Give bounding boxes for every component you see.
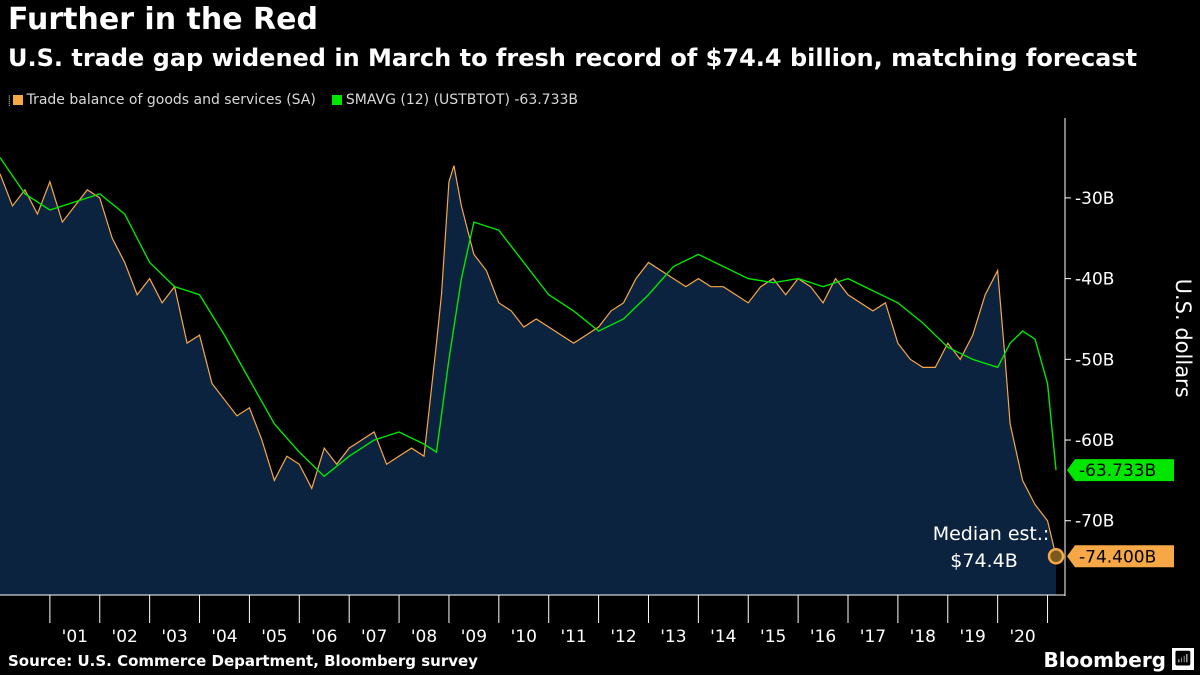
y-axis-title: U.S. dollars <box>1171 279 1195 398</box>
x-tick-label: '14 <box>710 627 736 647</box>
x-tick-label: '16 <box>810 627 836 647</box>
smavg-line <box>0 157 1057 478</box>
legend-swatch-orange <box>12 95 23 105</box>
bloomberg-terminal-icon: 📶︎ <box>1172 648 1194 670</box>
x-tick-label: '05 <box>261 627 287 647</box>
x-tick-label: '13 <box>660 627 686 647</box>
y-tick-label: -30B <box>1075 189 1114 209</box>
x-tick-label: '04 <box>211 627 237 647</box>
legend-drag-handle-icon[interactable]: ⸽ <box>8 96 11 107</box>
legend: ⸽ Trade balance of goods and services (S… <box>8 92 594 108</box>
annotation-value: $74.4B <box>950 550 1017 572</box>
x-tick-label: '03 <box>161 627 187 647</box>
y-tick-label: -70B <box>1075 512 1114 532</box>
legend-item-trade-balance[interactable]: Trade balance of goods and services (SA) <box>12 92 316 108</box>
y-tick-label: -40B <box>1075 270 1114 290</box>
trade-balance-value-label: -74.400B <box>1079 547 1156 567</box>
trade-balance-area <box>0 165 1057 595</box>
bloomberg-logo: Bloomberg <box>1043 648 1166 672</box>
trade-balance-value-tag <box>1067 545 1174 568</box>
x-tick-label: '09 <box>461 627 487 647</box>
trade-balance-line <box>0 165 1057 557</box>
legend-label-trade-balance: Trade balance of goods and services (SA) <box>26 92 316 108</box>
x-tick-label: '17 <box>860 627 886 647</box>
x-tick-label: '11 <box>560 627 586 647</box>
smavg-value-tag <box>1067 459 1174 482</box>
y-tick-label: -50B <box>1075 350 1114 370</box>
x-tick-label: '01 <box>62 627 88 647</box>
x-tick-label: '19 <box>960 627 986 647</box>
x-tick-label: '15 <box>760 627 786 647</box>
chart-title: Further in the Red <box>8 2 318 37</box>
x-tick-label: '18 <box>910 627 936 647</box>
y-tick-label: -60B <box>1075 431 1114 451</box>
legend-swatch-green <box>331 95 342 105</box>
x-tick-label: '20 <box>1009 627 1035 647</box>
x-tick-label: '12 <box>610 627 636 647</box>
source-note: Source: U.S. Commerce Department, Bloomb… <box>8 652 478 670</box>
x-tick-label: '02 <box>112 627 138 647</box>
x-tick-label: '10 <box>511 627 537 647</box>
x-tick-label: '07 <box>361 627 387 647</box>
chart-subtitle: U.S. trade gap widened in March to fresh… <box>8 44 1138 72</box>
legend-item-smavg[interactable]: SMAVG (12) (USTBTOT) -63.733B <box>331 92 579 108</box>
smavg-value-label: -63.733B <box>1079 461 1156 481</box>
median-estimate-marker <box>1047 548 1065 565</box>
annotation-label: Median est.: <box>933 523 1050 545</box>
legend-label-smavg: SMAVG (12) (USTBTOT) -63.733B <box>345 92 579 108</box>
x-tick-label: '06 <box>311 627 337 647</box>
x-tick-label: '08 <box>411 627 437 647</box>
